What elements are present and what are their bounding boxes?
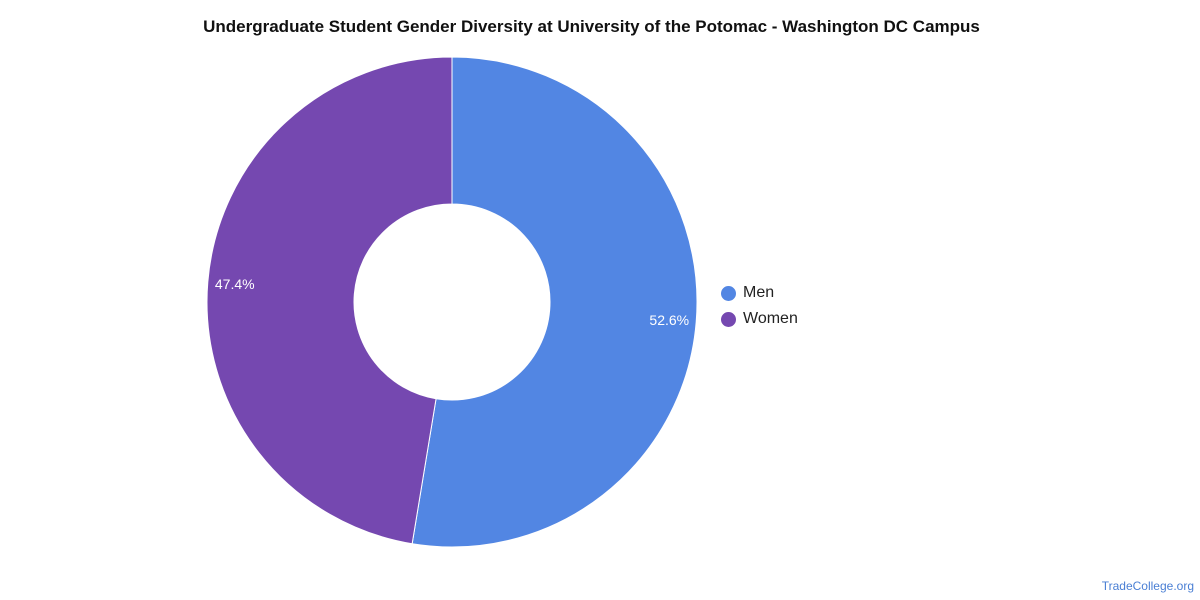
data-label-women: 47.4% [215, 276, 255, 292]
legend-label-women: Women [743, 310, 798, 327]
donut-slice-men[interactable] [411, 56, 698, 548]
watermark-link[interactable]: TradeCollege.org [1101, 579, 1194, 593]
legend-label-men: Men [743, 284, 775, 301]
chart-title: Undergraduate Student Gender Diversity a… [203, 17, 980, 36]
donut-slice-women[interactable] [206, 56, 453, 545]
legend: Men Women [721, 280, 798, 332]
data-label-men: 52.6% [649, 312, 689, 328]
legend-item-men[interactable]: Men [721, 280, 798, 306]
legend-swatch-women [721, 311, 736, 327]
legend-item-women[interactable]: Women [721, 306, 798, 332]
legend-swatch-men [721, 285, 736, 301]
